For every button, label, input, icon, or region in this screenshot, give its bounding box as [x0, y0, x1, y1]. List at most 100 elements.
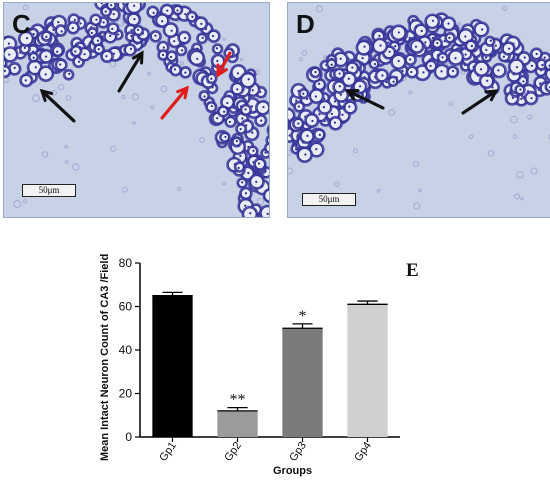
- background-cell: [513, 135, 517, 139]
- background-cell: [4, 78, 8, 83]
- neuron-cell: [501, 41, 516, 56]
- background-cell: [24, 200, 27, 203]
- neuron-cell: [464, 39, 477, 52]
- background-cell: [502, 6, 506, 10]
- neuron-cell: [107, 22, 120, 35]
- neuron-cell: [309, 66, 321, 78]
- background-cell: [132, 94, 138, 100]
- background-cell: [240, 59, 242, 61]
- background-cell: [42, 152, 47, 157]
- background-cell: [447, 63, 450, 66]
- neuron-cell: [437, 52, 449, 64]
- background-cell: [65, 145, 68, 148]
- x-tick-label: Gp4: [352, 440, 374, 464]
- background-cell: [33, 95, 40, 102]
- error-bar: [347, 301, 387, 304]
- neuron-cell: [89, 13, 102, 26]
- neuron-cell: [38, 49, 53, 64]
- background-cell: [288, 150, 291, 155]
- neuron-cell: [235, 123, 247, 135]
- background-cell: [521, 198, 523, 200]
- background-cell: [14, 201, 21, 208]
- background-cell: [148, 72, 151, 75]
- neuron-cell: [217, 105, 229, 117]
- x-tick-label: Gp1: [157, 440, 179, 464]
- neuron-cell: [179, 66, 192, 79]
- background-cell: [133, 122, 136, 125]
- background-cell: [419, 189, 422, 192]
- background-cell: [353, 149, 357, 153]
- neuron-cell: [240, 104, 253, 117]
- neuron-cell: [133, 25, 145, 37]
- neuron-cell: [431, 38, 443, 50]
- background-cell: [223, 38, 225, 40]
- neuron-cell: [188, 49, 205, 66]
- neuron-cell: [343, 100, 358, 115]
- background-cell: [414, 203, 420, 209]
- neuron-cell: [356, 39, 372, 55]
- background-cell: [531, 168, 537, 174]
- neuron-cell: [66, 21, 80, 35]
- neuron-cell: [186, 11, 198, 23]
- micrograph-panel-c: C 50μm: [3, 2, 270, 218]
- background-cell: [122, 187, 127, 192]
- black-arrow: [463, 91, 496, 113]
- background-cell: [458, 23, 461, 26]
- background-cell: [324, 56, 326, 58]
- neuron-cell: [444, 32, 456, 44]
- background-cell: [511, 116, 518, 123]
- x-tick-label: Gp3: [287, 440, 309, 464]
- neuron-cell: [239, 187, 253, 201]
- neuron-cell: [375, 68, 389, 82]
- neuron-cell: [514, 84, 526, 96]
- red-arrow: [162, 88, 187, 118]
- neuron-cell: [219, 131, 231, 143]
- background-cell: [515, 194, 520, 199]
- background-cell: [389, 110, 395, 116]
- y-axis-label: Mean Intact Neuron Count of CA3 /Field: [99, 261, 111, 461]
- background-cell: [517, 172, 523, 178]
- background-cell: [316, 6, 322, 12]
- micrograph-d-image: [288, 3, 550, 217]
- neuron-cell: [390, 24, 407, 41]
- neuron-cell: [41, 30, 53, 42]
- significance-mark: **: [230, 392, 246, 409]
- neuron-cell: [253, 157, 267, 171]
- neuron-cell: [326, 58, 338, 70]
- neuron-cell: [296, 146, 313, 163]
- neuron-cell: [93, 43, 105, 55]
- scale-bar-c: 50μm: [22, 184, 76, 197]
- neuron-cell: [205, 101, 217, 113]
- neuron-cell: [63, 69, 75, 81]
- background-cell: [161, 86, 167, 92]
- neuron-cell: [304, 113, 319, 128]
- neuron-cell: [224, 116, 237, 129]
- background-cell: [449, 102, 452, 105]
- panel-d-label: D: [296, 9, 315, 40]
- background-cell: [200, 138, 205, 143]
- neuron-cell: [54, 58, 67, 71]
- background-cell: [377, 189, 380, 192]
- scale-bar-d: 50μm: [302, 193, 356, 206]
- neuron-cell: [149, 30, 162, 43]
- neuron-cell: [308, 88, 324, 104]
- background-cell: [488, 150, 494, 156]
- micrograph-panel-d: D 50μm: [287, 2, 550, 218]
- neuron-cell: [177, 31, 191, 45]
- neuron-cell: [333, 68, 346, 81]
- y-tick-label: 0: [125, 430, 132, 444]
- neuron-cell: [484, 36, 495, 47]
- bar-gp4: [347, 304, 387, 437]
- background-cell: [223, 182, 226, 185]
- y-tick-label: 60: [119, 300, 133, 314]
- significance-mark: *: [299, 308, 307, 325]
- bar-gp3: [282, 328, 322, 437]
- bar-gp1: [152, 296, 192, 437]
- y-tick-label: 20: [119, 387, 133, 401]
- neuron-cell: [70, 45, 83, 58]
- x-axis-label: Groups: [273, 465, 312, 477]
- neuron-cell: [196, 32, 208, 44]
- neuron-cell: [409, 39, 424, 54]
- neuron-cell: [54, 24, 67, 37]
